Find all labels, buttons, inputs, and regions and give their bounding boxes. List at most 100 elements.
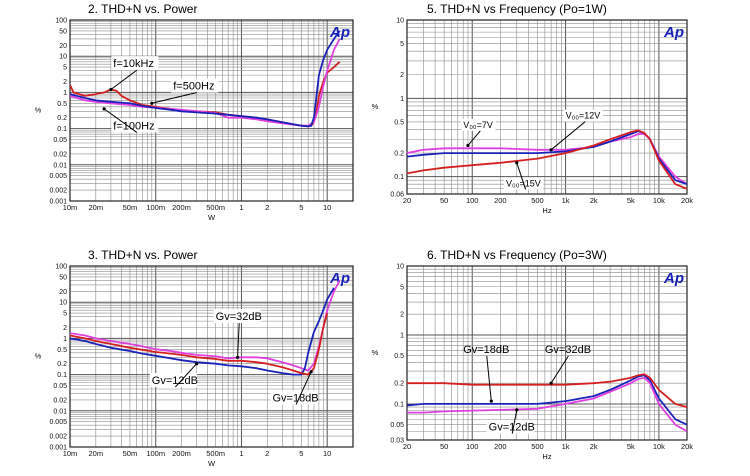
plot-frame — [69, 265, 354, 448]
y-tick-label: 10 — [59, 300, 67, 307]
y-tick-label: 1 — [63, 90, 67, 97]
y-tick-label: 0.02 — [53, 151, 67, 158]
y-tick-label: 20 — [59, 43, 67, 50]
x-tick-label: 2k — [590, 442, 598, 451]
y-tick-label: 50 — [59, 274, 67, 281]
y-tick-label: 0.1 — [57, 126, 67, 133]
annotation-label: f=10kHz — [109, 56, 159, 92]
annotation-text: Gv=12dB — [152, 375, 198, 387]
y-tick-label: 0.002 — [49, 434, 67, 441]
annotation-text: V₀₀=12V — [566, 111, 601, 121]
y-tick-label: 0.001 — [49, 445, 67, 452]
x-tick-label: 200m — [172, 449, 191, 458]
y-tick-label: 0.05 — [53, 137, 67, 144]
y-tick-label: 20 — [59, 289, 67, 296]
x-tick-label: 1k — [562, 442, 570, 451]
annotation-label: V₀₀=7V — [461, 118, 496, 148]
y-tick-label: 10 — [396, 264, 404, 271]
annotation-label: Gv=32dB — [213, 309, 262, 359]
annotation-text: Gv=32dB — [545, 344, 591, 356]
y-tick-label: 0.01 — [53, 408, 67, 415]
y-tick-label: 0.005 — [49, 173, 67, 180]
series-line-3 — [70, 30, 341, 128]
x-tick-label: 10m — [63, 449, 78, 458]
annotation-text: f=10kHz — [113, 58, 154, 70]
annotation-label: Gv=18dB — [463, 344, 509, 403]
y-tick-label: 0.1 — [394, 401, 404, 408]
series-group — [407, 129, 687, 190]
y-tick-label: 2 — [63, 325, 67, 332]
x-tick-label: 20m — [89, 203, 104, 212]
y-tick-label: 0.03 — [390, 438, 404, 445]
y-tick-label: 0.05 — [53, 383, 67, 390]
series-line-2 — [70, 38, 341, 127]
y-tick-label: 5 — [400, 41, 404, 48]
series-line-2 — [70, 287, 335, 376]
y-tick-label: 5 — [63, 65, 67, 72]
series-line-3 — [407, 376, 687, 433]
y-tick-label: 0.5 — [57, 347, 67, 354]
y-tick-label: 0.1 — [57, 372, 67, 379]
series-line-1 — [407, 374, 687, 426]
y-tick-label: 2 — [400, 72, 404, 79]
y-tick-label: 5 — [400, 284, 404, 291]
x-tick-label: 10 — [323, 203, 331, 212]
y-tick-label: 0.002 — [49, 188, 67, 195]
x-tick-label: 2k — [590, 196, 598, 205]
x-tick-label: 20m — [89, 449, 104, 458]
annotation-label: Gv=18dB — [270, 370, 319, 405]
series-line-3 — [407, 129, 687, 190]
y-axis-label: % — [372, 348, 379, 357]
x-tick-label: 500 — [531, 442, 544, 451]
annotation-text: Gv=12dB — [489, 422, 535, 434]
y-tick-label: 0.2 — [394, 151, 404, 158]
x-tick-label: 50 — [440, 442, 448, 451]
y-tick-label: 50 — [59, 28, 67, 35]
y-tick-label: 0.05 — [390, 422, 404, 429]
y-tick-label: 0.2 — [57, 115, 67, 122]
ap-logo: Ap — [329, 270, 350, 287]
x-tick-label: 2 — [265, 203, 269, 212]
x-tick-label: 200 — [494, 442, 507, 451]
annotation-label: Gv=32dB — [545, 344, 591, 385]
x-tick-label: 5 — [299, 449, 303, 458]
chart-panel-4: 6. THD+N vs Frequency (Po=3W) 20 50 100 200 5… — [372, 248, 694, 461]
x-tick-label: 500m — [206, 449, 225, 458]
x-tick-label: 1 — [239, 203, 243, 212]
annotation-label: f=500Hz — [150, 78, 219, 105]
plot-frame — [406, 19, 688, 195]
y-tick-label: 10 — [59, 54, 67, 61]
x-tick-label: 1k — [562, 196, 570, 205]
chart-title: 5. THD+N vs Frequency (Po=1W) — [427, 2, 607, 16]
y-tick-label: 0.5 — [57, 101, 67, 108]
x-tick-label: 1 — [239, 449, 243, 458]
x-tick-label: 10 — [323, 449, 331, 458]
plot-frame — [406, 265, 688, 441]
x-tick-label: 2 — [265, 449, 269, 458]
x-axis-label: Hz — [542, 452, 551, 461]
y-tick-label: 0.1 — [394, 174, 404, 181]
x-tick-label: 20 — [403, 196, 411, 205]
annotation-text: Gv=32dB — [216, 311, 262, 323]
y-tick-label: 100 — [55, 18, 67, 25]
annotation-text: Gv=18dB — [272, 393, 318, 405]
x-tick-label: 20k — [681, 442, 693, 451]
x-tick-label: 100m — [146, 203, 165, 212]
y-axis-label: % — [35, 352, 42, 361]
x-tick-label: 20k — [681, 196, 693, 205]
chart-title: 2. THD+N vs. Power — [88, 2, 197, 16]
plot-area — [70, 20, 353, 201]
y-tick-label: 0.01 — [53, 162, 67, 169]
annotation-text: V₀₀=7V — [463, 120, 493, 130]
x-tick-label: 20 — [403, 442, 411, 451]
y-tick-label: 1 — [63, 336, 67, 343]
chart-title: 3. THD+N vs. Power — [88, 248, 197, 262]
x-tick-label: 200m — [172, 203, 191, 212]
y-tick-label: 2 — [63, 79, 67, 86]
y-axis-label: % — [35, 106, 42, 115]
series-group — [407, 373, 687, 433]
y-axis-label: % — [372, 102, 379, 111]
annotation-text: f=500Hz — [173, 81, 214, 93]
annotation-label: f=100Hz — [102, 107, 159, 133]
